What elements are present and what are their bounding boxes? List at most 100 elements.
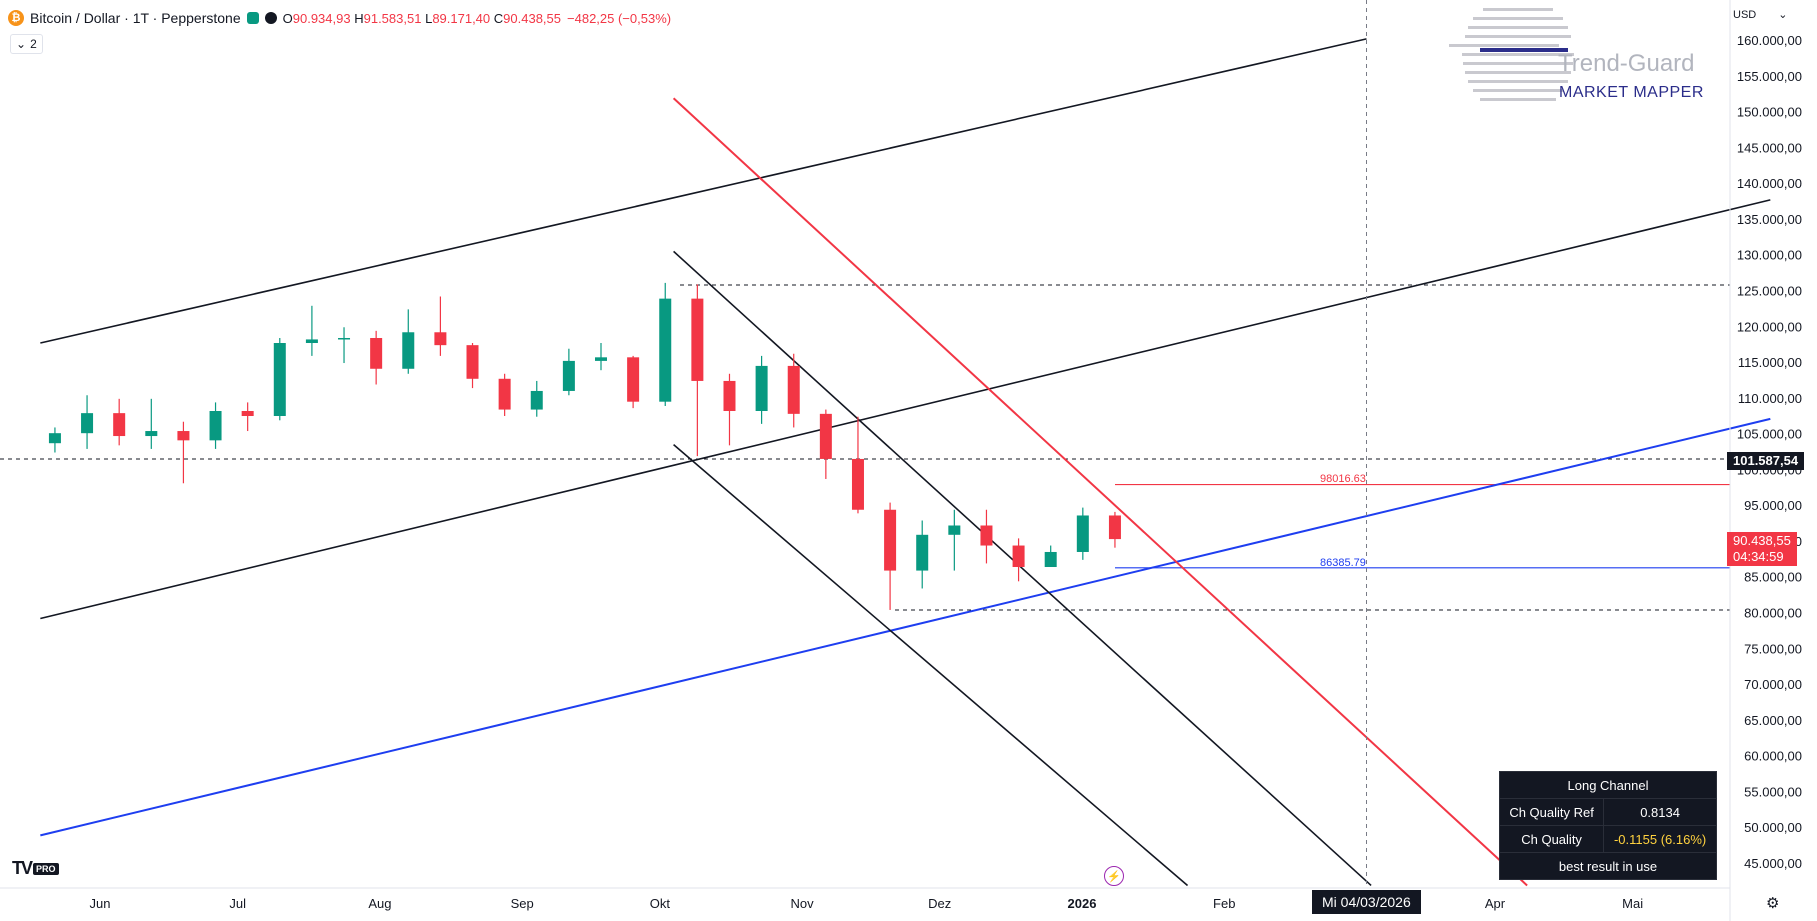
time-axis-tick: Apr xyxy=(1485,896,1506,911)
candle xyxy=(498,373,511,417)
candle-body xyxy=(787,365,800,414)
candle-body xyxy=(81,413,94,434)
trend-guard-logo-icon xyxy=(1449,8,1574,101)
time-axis-tick: Aug xyxy=(368,896,391,911)
price-axis-tick: 60.000,00 xyxy=(1744,749,1802,764)
bitcoin-icon: ₿ xyxy=(8,10,24,26)
chevron-down-icon: ⌄ xyxy=(1778,9,1788,21)
trend-line-lower-channel[interactable] xyxy=(40,417,1771,837)
price-axis-tick: 50.000,00 xyxy=(1744,820,1802,835)
candle-body xyxy=(659,298,672,402)
currency-selector[interactable]: USD ⌄ xyxy=(1733,8,1788,22)
pro-badge: PRO xyxy=(33,862,59,875)
candle xyxy=(723,373,736,446)
candle-body xyxy=(1012,545,1025,568)
trend-line-upper-channel[interactable] xyxy=(40,38,1367,344)
gear-icon[interactable]: ⚙ xyxy=(1766,895,1780,912)
time-cursor-label: Mi 04/03/2026 xyxy=(1312,890,1421,914)
candle-body xyxy=(434,332,447,346)
candle xyxy=(402,309,415,374)
logo-stripe xyxy=(1468,26,1568,29)
currency-label: USD xyxy=(1733,8,1757,21)
price-axis-tick: 115.000,00 xyxy=(1738,355,1802,370)
candle xyxy=(434,296,447,356)
candle xyxy=(980,509,993,564)
info-row-label: Ch Quality Ref xyxy=(1498,798,1605,826)
trend-line-mid-channel[interactable] xyxy=(40,199,1771,620)
candle-body xyxy=(1108,515,1121,540)
logo-stripe xyxy=(1465,35,1571,38)
status-dot-icon xyxy=(264,12,277,24)
candle xyxy=(1012,538,1025,582)
candle-body xyxy=(273,343,286,417)
candle xyxy=(916,520,929,589)
candle-body xyxy=(691,298,704,381)
candle xyxy=(948,509,961,571)
trend-line-red-descending[interactable] xyxy=(672,97,1528,887)
info-row-value: -0.1155 (6.16%) xyxy=(1603,825,1717,853)
candle xyxy=(273,337,286,421)
logo-title: Trend-Guard xyxy=(1558,50,1695,77)
trend-line-down-channel-lower[interactable] xyxy=(673,444,1189,887)
candle-body xyxy=(338,337,351,340)
candle xyxy=(562,348,575,396)
price-axis-tick: 95.000,00 xyxy=(1744,498,1802,513)
candle xyxy=(177,421,190,484)
price-axis-tick: 135.000,00 xyxy=(1737,212,1802,227)
price-axis-tick: 140.000,00 xyxy=(1737,176,1802,191)
price-axis-tick: 120.000,00 xyxy=(1737,319,1802,334)
price-axis-tick: 65.000,00 xyxy=(1744,713,1802,728)
logo-stripe xyxy=(1473,17,1563,20)
price-axis-tick: 85.000,00 xyxy=(1744,570,1802,585)
tv-logo-icon: TV xyxy=(12,858,33,878)
candle xyxy=(851,416,864,514)
price-axis-tick: 150.000,00 xyxy=(1737,105,1802,120)
candle xyxy=(48,427,61,453)
candle-body xyxy=(948,525,961,535)
trend-lines xyxy=(40,38,1771,887)
candle xyxy=(370,330,383,385)
symbol-title[interactable]: Bitcoin / Dollar · 1T · Pepperstone xyxy=(30,10,241,26)
candle-body xyxy=(145,431,158,437)
time-axis-tick: Okt xyxy=(650,896,671,911)
logo-stripe xyxy=(1483,8,1553,11)
logo-stripe xyxy=(1473,89,1563,92)
blue-level-label: 86385.79 xyxy=(1320,557,1366,569)
market-status-icon xyxy=(246,12,259,24)
candle-body xyxy=(402,332,415,369)
candle xyxy=(691,284,704,457)
candle-body xyxy=(723,380,736,411)
indicators-toggle[interactable]: ⌄ 2 xyxy=(10,34,43,54)
info-row-value: 0.8134 xyxy=(1603,798,1717,826)
logo-subtitle: MARKET MAPPER xyxy=(1559,84,1704,101)
candle-body xyxy=(819,413,832,459)
tradingview-logo[interactable]: TV PRO xyxy=(12,858,59,879)
price-axis-tick: 130.000,00 xyxy=(1737,248,1802,263)
candle-body xyxy=(466,345,479,379)
candle xyxy=(1076,507,1089,560)
price-axis-tick: 145.000,00 xyxy=(1737,140,1802,155)
horizontal-levels xyxy=(0,284,1730,611)
ohlc-values: O90.934,93 H91.583,51 L89.171,40 C90.438… xyxy=(282,10,562,26)
candle xyxy=(1044,545,1057,568)
price-axis-tick: 75.000,00 xyxy=(1744,641,1802,656)
price-axis-tick: 55.000,00 xyxy=(1744,784,1802,799)
price-axis-tick: 80.000,00 xyxy=(1744,606,1802,621)
candle-body xyxy=(851,458,864,510)
candle xyxy=(81,395,94,449)
candle xyxy=(627,355,640,409)
trend-line-down-channel-upper[interactable] xyxy=(673,250,1372,887)
candle-body xyxy=(980,525,993,546)
time-axis-tick: Dez xyxy=(928,896,951,911)
candle-body xyxy=(884,509,897,571)
price-axis-tick: 125.000,00 xyxy=(1737,283,1802,298)
last-price: 90.438,55 xyxy=(1733,533,1791,548)
candle-body xyxy=(48,433,61,444)
indicator-count: 2 xyxy=(30,37,37,51)
lightning-icon[interactable]: ⚡ xyxy=(1104,866,1124,886)
symbol-header[interactable]: ₿ Bitcoin / Dollar · 1T · Pepperstone O9… xyxy=(8,8,671,28)
logo-stripe xyxy=(1449,44,1559,47)
time-axis-tick: 2026 xyxy=(1068,896,1097,911)
candle xyxy=(338,327,351,364)
